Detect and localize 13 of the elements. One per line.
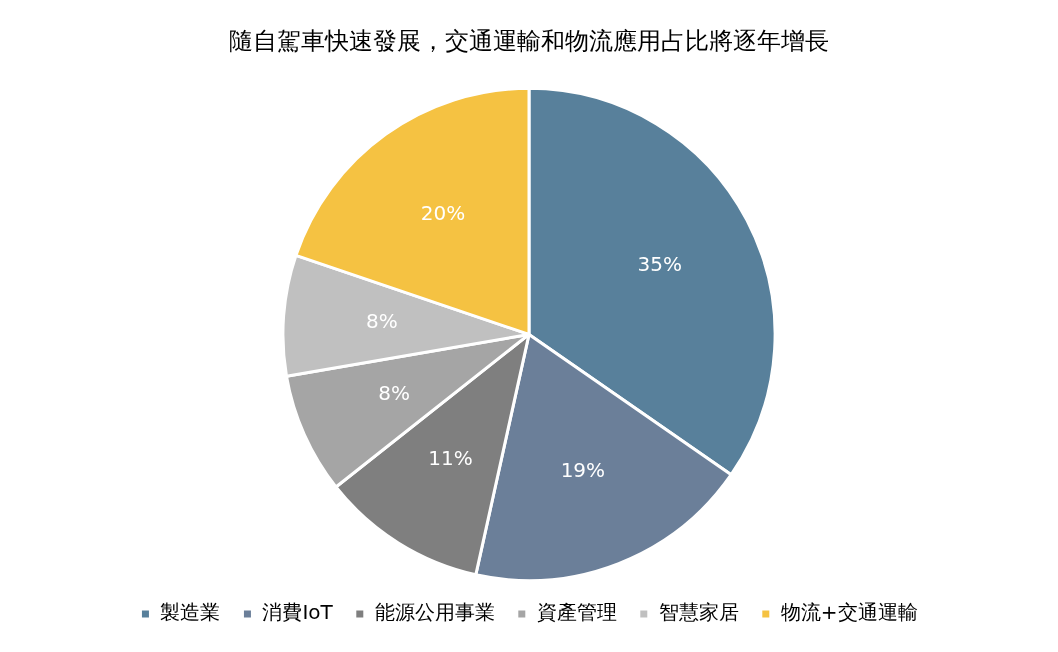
legend-label: 智慧家居 — [658, 600, 739, 625]
legend-label: 物流+交通運輸 — [780, 600, 918, 625]
data-label: 19% — [560, 458, 606, 483]
data-label: 20% — [420, 200, 466, 225]
data-label: 35% — [637, 252, 683, 277]
data-label: 8% — [365, 309, 398, 334]
data-label: 11% — [428, 445, 473, 470]
legend-label: 製造業 — [160, 600, 221, 625]
data-label: 8% — [378, 380, 411, 405]
chart-title: 隨自駕車快速發展，交通運輸和物流應用占比將逐年增長 — [229, 26, 829, 55]
legend-label: 消費IoT — [262, 600, 334, 625]
legend-label: 資產管理 — [536, 600, 617, 625]
legend-label: 能源公用事業 — [374, 600, 495, 625]
